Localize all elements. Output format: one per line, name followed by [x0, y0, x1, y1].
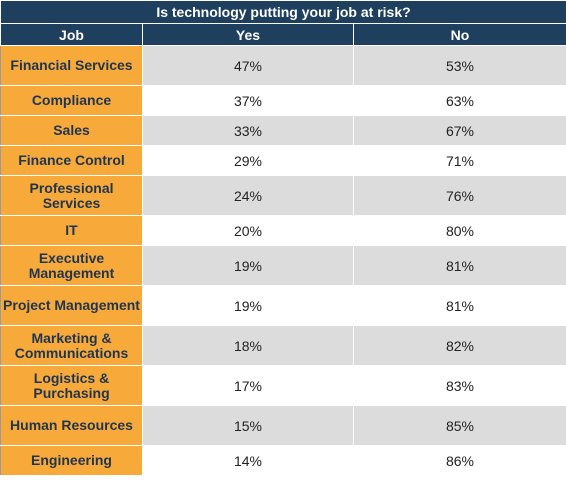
no-cell: 53% [353, 45, 566, 86]
no-cell: 80% [353, 215, 566, 246]
table-row: Sales 33% 67% [0, 115, 566, 146]
table-row: Human Resources 15% 85% [0, 405, 566, 446]
job-cell: Project Management [0, 285, 143, 326]
yes-cell: 24% [142, 175, 354, 216]
yes-cell: 15% [142, 405, 354, 446]
job-cell: Compliance [0, 85, 143, 116]
job-cell: Financial Services [0, 45, 143, 86]
table-row: Executive Management 19% 81% [0, 245, 566, 286]
no-cell: 81% [353, 245, 566, 286]
table-row: Project Management 19% 81% [0, 285, 566, 326]
no-cell: 76% [353, 175, 566, 216]
yes-cell: 33% [142, 115, 354, 146]
job-cell: Human Resources [0, 405, 143, 446]
yes-cell: 19% [142, 285, 354, 326]
job-risk-table: Is technology putting your job at risk? … [0, 0, 566, 476]
table-row: Finance Control 29% 71% [0, 145, 566, 176]
no-cell: 86% [353, 445, 566, 476]
table-row: Financial Services 47% 53% [0, 45, 566, 86]
job-cell: Marketing & Communications [0, 325, 143, 366]
yes-cell: 18% [142, 325, 354, 366]
no-cell: 83% [353, 365, 566, 406]
table-row: Marketing & Communications 18% 82% [0, 325, 566, 366]
no-cell: 82% [353, 325, 566, 366]
table-title: Is technology putting your job at risk? [0, 0, 566, 23]
table-row: Engineering 14% 86% [0, 445, 566, 476]
job-cell: IT [0, 215, 143, 246]
table-row: IT 20% 80% [0, 215, 566, 246]
table-row: Professional Services 24% 76% [0, 175, 566, 216]
yes-cell: 17% [142, 365, 354, 406]
yes-cell: 19% [142, 245, 354, 286]
job-cell: Finance Control [0, 145, 143, 176]
no-cell: 81% [353, 285, 566, 326]
table-body: Financial Services 47% 53% Compliance 37… [0, 45, 566, 476]
column-header-job: Job [0, 23, 143, 46]
job-cell: Engineering [0, 445, 143, 476]
no-cell: 71% [353, 145, 566, 176]
job-cell: Sales [0, 115, 143, 146]
job-cell: Executive Management [0, 245, 143, 286]
no-cell: 85% [353, 405, 566, 446]
yes-cell: 29% [142, 145, 354, 176]
table-row: Compliance 37% 63% [0, 85, 566, 116]
job-cell: Logistics & Purchasing [0, 365, 143, 406]
no-cell: 63% [353, 85, 566, 116]
yes-cell: 37% [142, 85, 354, 116]
job-cell: Professional Services [0, 175, 143, 216]
column-header-yes: Yes [142, 23, 354, 46]
yes-cell: 47% [142, 45, 354, 86]
table-row: Logistics & Purchasing 17% 83% [0, 365, 566, 406]
column-header-no: No [353, 23, 566, 46]
yes-cell: 14% [142, 445, 354, 476]
header-row: Job Yes No [0, 23, 566, 46]
no-cell: 67% [353, 115, 566, 146]
yes-cell: 20% [142, 215, 354, 246]
